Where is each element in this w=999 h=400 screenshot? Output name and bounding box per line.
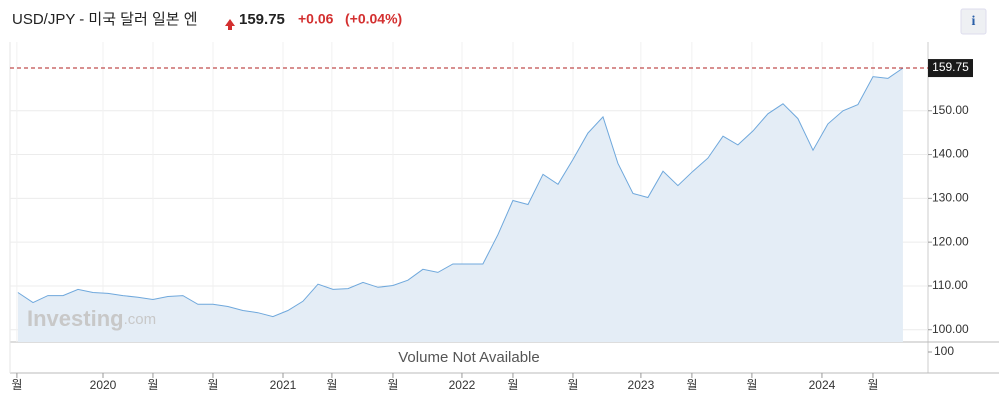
- x-tick-label: 2022: [449, 378, 476, 392]
- x-tick-label: 월: [11, 378, 22, 392]
- change: +0.06: [298, 11, 334, 27]
- x-tick-label: 월: [387, 378, 398, 392]
- volume-y-tick-label: 100: [934, 344, 954, 358]
- x-tick-label: 월: [507, 378, 518, 392]
- price: 159.75: [239, 11, 285, 28]
- chart-title: USD/JPY - 미국 달러 일본 엔: [12, 11, 198, 28]
- x-tick-label: 월: [326, 378, 337, 392]
- last-price-label: 159.75: [932, 60, 969, 74]
- watermark-brand: Investing: [27, 306, 124, 331]
- price-line: [17, 67, 904, 318]
- up-arrow: [225, 19, 235, 30]
- x-tick-label: 2023: [628, 378, 655, 392]
- watermark: Investing.com: [27, 306, 156, 331]
- info-button[interactable]: [960, 8, 987, 35]
- info-icon[interactable]: i: [972, 14, 976, 29]
- last-price-badge: [928, 59, 973, 78]
- x-tick-label: 2020: [90, 378, 117, 392]
- x-tick-label: 2021: [270, 378, 297, 392]
- y-tick-label: 110.00: [932, 278, 968, 292]
- x-tick-label: 2024: [809, 378, 836, 392]
- y-tick-label: 100.00: [932, 322, 969, 336]
- watermark-domain: .com: [124, 311, 157, 328]
- area-fill: [17, 68, 903, 342]
- y-tick-label: 120.00: [932, 234, 969, 248]
- y-tick-label: 130.00: [932, 191, 969, 205]
- x-tick-label: 월: [567, 378, 578, 392]
- volume-message: Volume Not Available: [398, 349, 539, 366]
- x-tick-label: 월: [867, 378, 878, 392]
- x-tick-label: 월: [207, 378, 218, 392]
- x-tick-label: 월: [147, 378, 158, 392]
- x-tick-label: 월: [686, 378, 697, 392]
- y-tick-label: 140.00: [932, 147, 969, 161]
- change-percent: (+0.04%): [345, 11, 402, 27]
- x-tick-label: 월: [746, 378, 757, 392]
- y-tick-label: 150.00: [932, 103, 969, 117]
